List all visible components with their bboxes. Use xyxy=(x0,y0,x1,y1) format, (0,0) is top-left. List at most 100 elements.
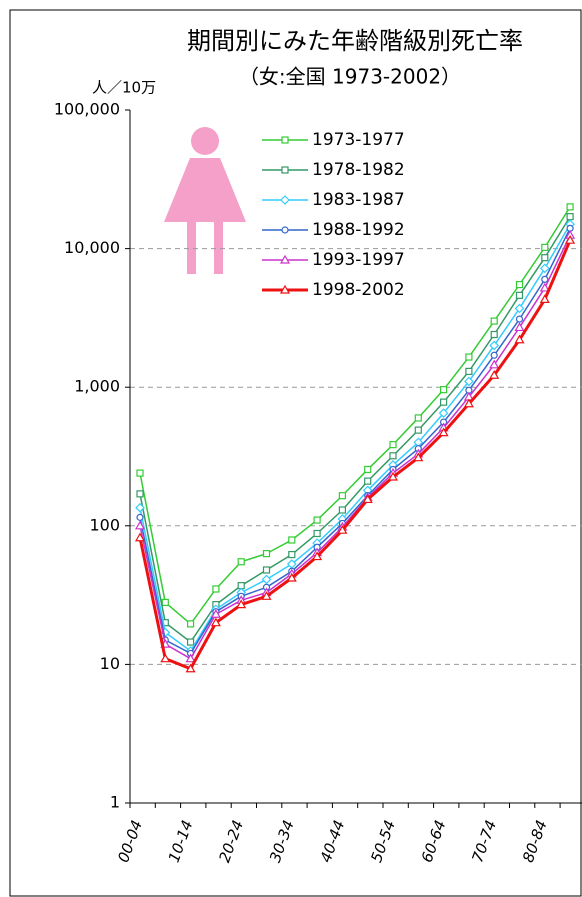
y-tick-label: 1 xyxy=(110,793,120,812)
marker xyxy=(136,513,144,521)
legend-label: 1988-1992 xyxy=(312,220,405,240)
marker xyxy=(541,243,549,252)
marker xyxy=(261,574,272,585)
marker xyxy=(313,529,321,538)
woman-icon xyxy=(164,127,246,274)
marker xyxy=(515,280,524,289)
marker xyxy=(312,551,323,561)
marker xyxy=(389,452,397,460)
marker xyxy=(490,351,498,359)
marker xyxy=(338,506,346,514)
marker xyxy=(288,550,296,559)
marker xyxy=(489,340,500,351)
marker xyxy=(135,502,145,513)
marker xyxy=(364,465,372,474)
marker xyxy=(261,591,272,600)
marker xyxy=(490,330,498,339)
series xyxy=(134,234,576,673)
marker xyxy=(281,226,289,234)
marker xyxy=(161,598,169,607)
marker xyxy=(210,609,221,618)
series-line xyxy=(139,216,571,644)
marker xyxy=(187,638,195,646)
marker xyxy=(566,213,574,221)
y-axis-label: 人／10万 xyxy=(92,79,156,97)
legend-label: 1973-1977 xyxy=(312,130,405,150)
marker xyxy=(364,477,372,485)
legend-label: 1978-1982 xyxy=(312,160,405,180)
marker xyxy=(464,376,474,387)
marker xyxy=(440,398,448,406)
series xyxy=(135,219,575,656)
series xyxy=(136,203,574,628)
marker xyxy=(414,414,422,422)
marker xyxy=(281,136,289,144)
marker xyxy=(210,617,221,627)
marker xyxy=(160,653,171,663)
marker xyxy=(539,282,550,292)
series-line xyxy=(138,239,572,671)
marker xyxy=(514,303,525,314)
marker xyxy=(236,599,247,609)
series-line xyxy=(139,228,571,655)
marker xyxy=(313,516,321,524)
marker xyxy=(515,315,524,323)
marker xyxy=(387,471,399,481)
marker xyxy=(187,620,195,628)
marker xyxy=(136,490,144,498)
marker xyxy=(539,294,550,304)
marker xyxy=(279,254,291,264)
legend-label: 1993-1997 xyxy=(312,250,405,270)
y-tick-label: 1,000 xyxy=(74,377,120,396)
marker xyxy=(136,469,144,477)
series xyxy=(134,229,576,663)
series-line xyxy=(139,206,571,625)
marker xyxy=(280,195,290,205)
marker xyxy=(185,663,196,673)
marker xyxy=(489,370,500,379)
marker xyxy=(281,166,289,174)
marker xyxy=(414,426,422,434)
marker xyxy=(185,653,196,663)
marker xyxy=(465,367,473,376)
marker xyxy=(565,234,576,244)
legend-label: 1998-2002 xyxy=(312,280,405,300)
frame xyxy=(9,9,582,897)
marker xyxy=(134,532,146,542)
series-line xyxy=(139,234,571,660)
marker xyxy=(438,408,449,418)
y-tick-label: 100,000 xyxy=(54,100,120,119)
chart-title: 期間別にみた年齢階級別死亡率 xyxy=(187,27,523,55)
marker xyxy=(286,572,297,582)
marker xyxy=(237,558,245,566)
marker xyxy=(515,291,524,299)
legend-label: 1983-1987 xyxy=(312,190,405,210)
marker xyxy=(566,203,574,211)
y-tick-label: 10,000 xyxy=(64,238,120,257)
y-tick-label: 10 xyxy=(100,654,120,673)
marker xyxy=(541,254,549,262)
marker xyxy=(440,386,448,394)
marker xyxy=(541,275,549,283)
marker xyxy=(514,322,525,332)
marker xyxy=(489,359,500,369)
marker xyxy=(338,492,346,500)
marker xyxy=(465,353,473,361)
marker xyxy=(514,334,525,344)
marker xyxy=(262,566,271,574)
marker xyxy=(438,427,449,437)
marker xyxy=(288,536,296,544)
marker xyxy=(539,263,550,274)
marker xyxy=(362,494,373,504)
marker xyxy=(212,585,220,593)
marker xyxy=(337,524,348,534)
marker xyxy=(463,398,474,408)
marker xyxy=(279,284,291,294)
marker xyxy=(413,452,424,462)
y-tick-label: 100 xyxy=(89,515,120,534)
series-line xyxy=(139,223,571,653)
marker xyxy=(389,441,397,449)
chart-subtitle: （女:全国 1973-2002） xyxy=(239,65,461,89)
marker xyxy=(134,520,146,530)
